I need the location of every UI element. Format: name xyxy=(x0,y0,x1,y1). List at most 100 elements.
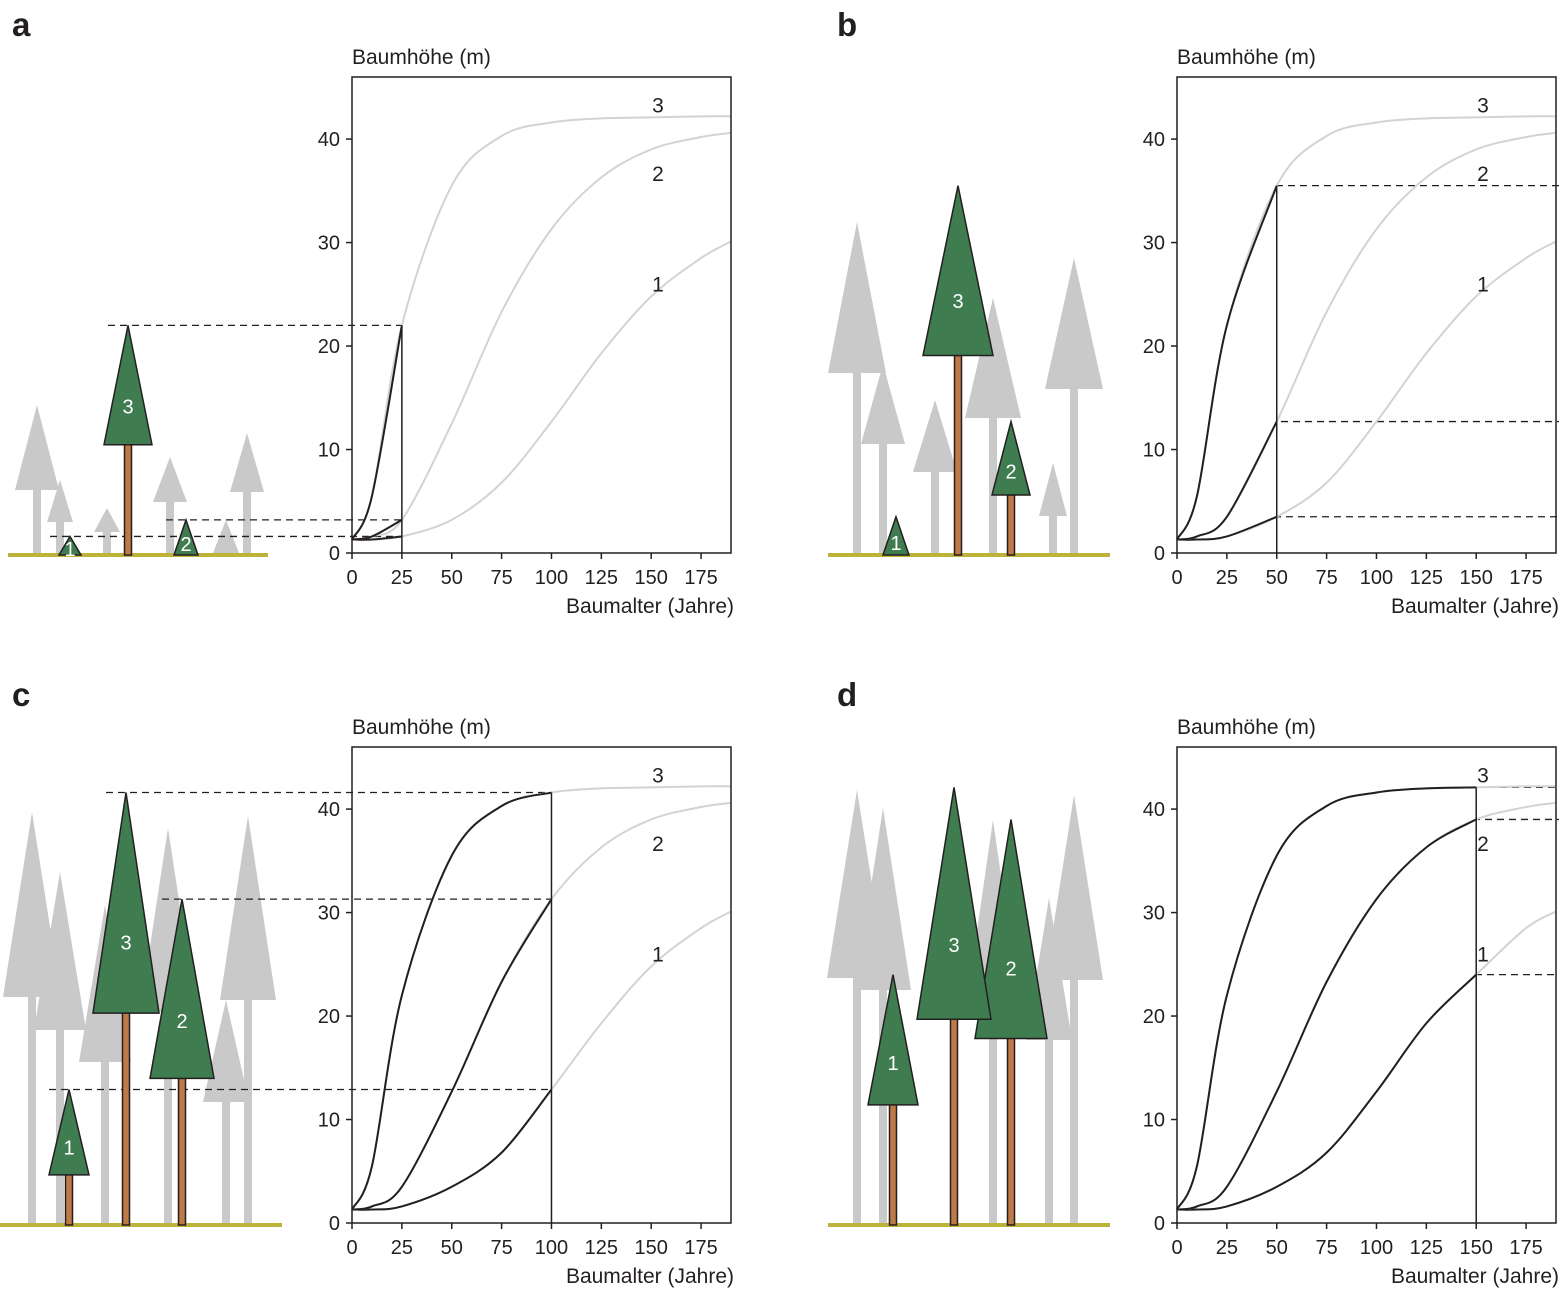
x-tick-label: 125 xyxy=(585,567,618,589)
panel-letter: d xyxy=(837,676,857,713)
tree-crown xyxy=(48,1089,90,1176)
background-tree-crown xyxy=(861,364,905,444)
background-tree xyxy=(94,508,120,555)
growth-curve-1 xyxy=(351,910,732,1211)
x-tick-label: 125 xyxy=(585,1237,618,1259)
forest-illustration: 1 2 3 xyxy=(828,185,1559,557)
background-tree-trunk xyxy=(879,442,887,555)
tree-crown xyxy=(922,185,994,357)
background-tree-crown xyxy=(34,872,86,1030)
background-tree-trunk xyxy=(1049,514,1057,555)
y-tick-label: 10 xyxy=(1143,1110,1165,1132)
background-tree-crown xyxy=(1045,258,1103,389)
curve-label-2: 2 xyxy=(652,163,664,186)
background-tree-trunk xyxy=(853,371,861,555)
x-axis-title: Baumalter (Jahre) xyxy=(1391,1265,1559,1288)
curve-label-2: 2 xyxy=(1477,833,1489,856)
background-tree-trunk xyxy=(989,416,997,555)
tree-crown xyxy=(881,514,911,556)
plot-frame xyxy=(1176,76,1557,554)
background-tree xyxy=(213,520,239,555)
x-tick-label: 0 xyxy=(1171,567,1182,589)
tree-label: 1 xyxy=(63,1138,74,1160)
tree-3: 3 xyxy=(916,787,992,1226)
tree-label: 2 xyxy=(1005,461,1016,483)
growth-curve-1 xyxy=(351,240,732,541)
x-tick-label: 25 xyxy=(391,567,413,589)
background-tree xyxy=(47,480,73,555)
background-tree-trunk xyxy=(244,998,252,1225)
x-tick-label: 100 xyxy=(1360,1237,1393,1259)
growth-curve-2-active xyxy=(351,519,403,541)
background-tree-trunk xyxy=(853,976,861,1225)
tree-trunk xyxy=(953,354,963,556)
growth-curve-3-active xyxy=(351,791,552,1211)
tree-trunk xyxy=(123,444,133,556)
x-tick-label: 25 xyxy=(1216,567,1238,589)
y-tick-label: 0 xyxy=(329,543,340,565)
background-tree xyxy=(203,1000,249,1225)
y-tick-label: 20 xyxy=(318,1006,340,1028)
tree-trunk xyxy=(888,1104,898,1226)
tree-label: 1 xyxy=(64,539,75,561)
background-tree-trunk xyxy=(879,988,887,1225)
background-tree-crown xyxy=(15,405,59,490)
background-tree-trunk xyxy=(1070,978,1078,1225)
tree-trunk xyxy=(1006,494,1016,556)
tree-crown xyxy=(172,517,200,556)
x-tick-label: 100 xyxy=(535,1237,568,1259)
x-tick-label: 100 xyxy=(1360,567,1393,589)
background-tree xyxy=(15,405,59,555)
tree-trunk xyxy=(1006,1037,1016,1226)
tree-crown xyxy=(149,898,215,1080)
y-axis-title: Baumhöhe (m) xyxy=(1177,716,1316,739)
x-tick-label: 0 xyxy=(1171,1237,1182,1259)
tree-label: 3 xyxy=(948,935,959,957)
background-tree-trunk xyxy=(931,470,939,555)
background-tree-trunk xyxy=(28,995,36,1225)
y-tick-label: 10 xyxy=(1143,440,1165,462)
growth-curve-3-active xyxy=(351,325,403,541)
tree-trunk xyxy=(64,1174,74,1226)
growth-curve-3 xyxy=(1176,785,1557,1211)
y-tick-label: 20 xyxy=(1143,1006,1165,1028)
x-tick-label: 175 xyxy=(1509,567,1542,589)
background-tree-crown xyxy=(220,816,276,1000)
growth-curve-2-active xyxy=(351,898,553,1211)
panel-letter: b xyxy=(837,6,857,43)
x-tick-label: 125 xyxy=(1410,1237,1443,1259)
x-tick-label: 150 xyxy=(1460,1237,1493,1259)
tree-crown xyxy=(103,325,153,446)
plot-frame xyxy=(1176,746,1557,1224)
tree-crown xyxy=(57,534,83,556)
background-tree-crown xyxy=(1039,463,1067,516)
background-tree xyxy=(230,433,264,555)
x-tick-label: 50 xyxy=(441,1237,463,1259)
y-tick-label: 40 xyxy=(318,799,340,821)
x-tick-label: 75 xyxy=(1315,567,1337,589)
x-tick-label: 25 xyxy=(391,1237,413,1259)
panel-letter: c xyxy=(12,676,30,713)
background-tree-crown xyxy=(203,1000,249,1102)
x-tick-label: 50 xyxy=(1266,1237,1288,1259)
x-tick-label: 50 xyxy=(1266,567,1288,589)
tree-3: 3 xyxy=(103,325,153,556)
background-tree-crown xyxy=(47,480,73,522)
background-tree xyxy=(855,808,911,1225)
background-tree-trunk xyxy=(101,1060,109,1225)
tree-label: 2 xyxy=(176,1011,187,1033)
background-tree xyxy=(153,457,187,555)
background-tree xyxy=(965,298,1021,555)
tree-label: 3 xyxy=(952,291,963,313)
growth-curve-3 xyxy=(351,785,732,1211)
x-tick-label: 75 xyxy=(1315,1237,1337,1259)
growth-curve-2 xyxy=(1176,131,1557,541)
background-tree-trunk xyxy=(33,488,41,555)
background-tree-trunk xyxy=(166,500,174,555)
forest-illustration: 1 2 3 xyxy=(827,786,1559,1227)
background-tree-trunk xyxy=(1070,387,1078,555)
